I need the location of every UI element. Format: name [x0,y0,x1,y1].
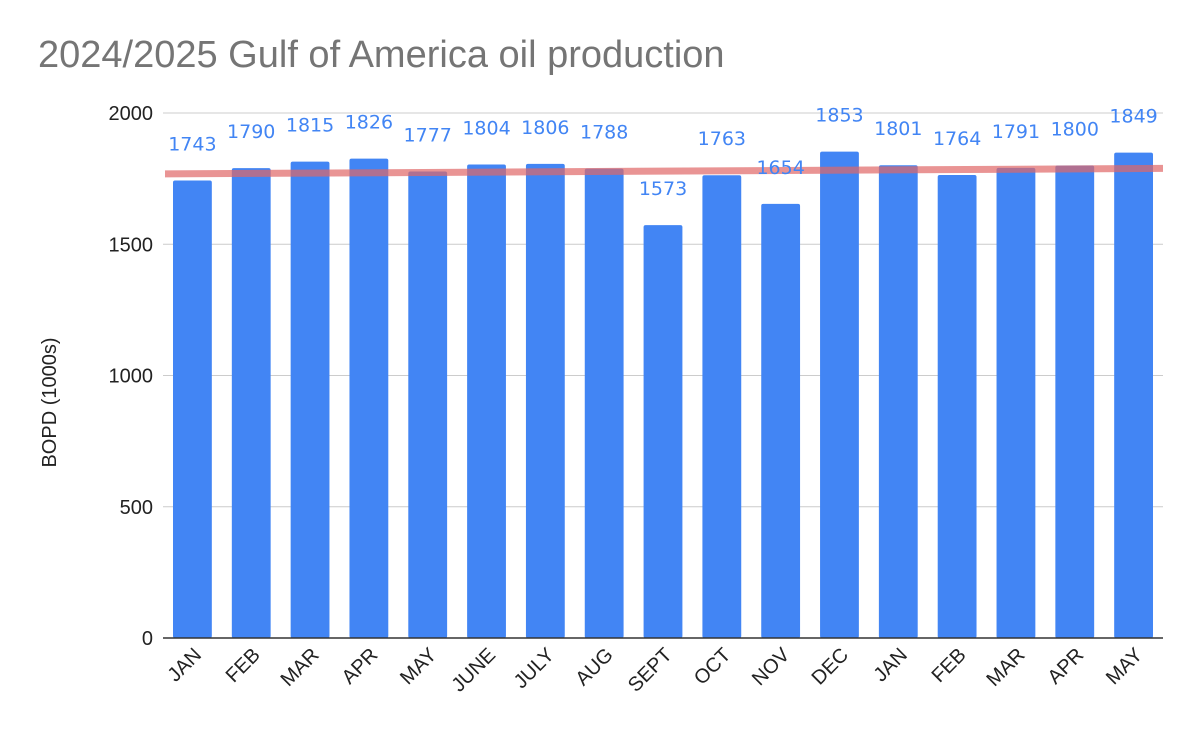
bar [290,161,330,638]
data-label: 1804 [462,117,510,139]
chart-title: 2024/2025 Gulf of America oil production [38,34,725,76]
x-category-label: JAN [870,644,912,686]
x-category-label: MAY [396,644,441,689]
trendline-group [164,164,1164,178]
data-label: 1849 [1109,106,1157,128]
bar [996,167,1036,639]
bar [820,151,859,638]
bar [761,203,801,638]
x-category-label: APR [1044,644,1089,689]
x-category-label: JAN [164,644,206,686]
x-category-label: SEPT [624,644,677,697]
x-category-label: DEC [808,644,853,689]
y-tick-label: 1500 [109,234,154,256]
data-label: 1573 [639,178,687,200]
bar [231,168,271,638]
data-label: 1815 [286,115,334,137]
bar [1055,165,1095,638]
data-label: 1853 [815,105,863,127]
data-label: 1790 [227,121,275,143]
bar [937,174,977,638]
y-tick-label: 1000 [109,366,154,388]
bar [878,165,918,639]
bar [1114,152,1153,638]
data-label: 1800 [1051,119,1099,141]
bar [702,175,742,638]
data-label: 1801 [874,118,922,140]
x-category-label: AUG [572,644,618,690]
x-category-label: MAR [982,644,1029,691]
data-label: 1806 [521,117,569,139]
bars [173,151,1153,639]
y-axis-ticks: 0 500 1000 1500 2000 [109,103,154,650]
bar [467,164,506,638]
data-label: 1764 [933,128,981,150]
data-label: 1743 [168,133,216,155]
x-category-label: APR [338,644,383,689]
x-axis-categories: JAN FEB MAR APR MAY JUNE JULY AUG SEPT OCT NOV DEC J… [164,644,1147,697]
data-label: 1791 [992,121,1040,143]
x-category-label: NOV [748,644,795,691]
y-tick-label: 0 [142,628,153,650]
x-category-label: MAR [277,644,324,691]
y-tick-label: 500 [120,497,153,519]
bar [349,158,389,639]
data-label: 1777 [404,125,452,147]
y-tick-label: 2000 [109,103,154,125]
bar [584,168,624,638]
data-label: 1763 [698,128,746,150]
trendline [164,164,1164,178]
x-category-label: FEB [222,644,265,687]
x-category-label: JUNE [448,644,500,696]
data-label: 1654 [756,157,804,179]
data-label: 1788 [580,122,628,144]
data-label: 1826 [345,112,393,134]
x-category-label: MAY [1102,644,1147,689]
y-axis-title: BOPD (1000s) [39,337,61,467]
x-category-label: JULY [510,644,559,693]
bar [525,163,565,639]
bar [643,225,683,638]
bar [408,171,448,638]
data-labels: 1743 1790 1815 1826 1777 1804 1806 1788 1573 1763… [168,105,1158,200]
x-category-label: FEB [928,644,971,687]
x-category-label: OCT [690,644,735,689]
bar [173,180,212,638]
